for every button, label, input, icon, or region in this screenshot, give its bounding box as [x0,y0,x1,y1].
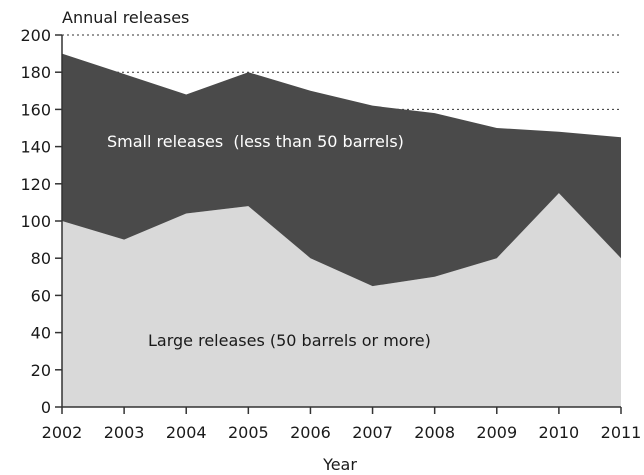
series-label-large-releases: Large releases (50 barrels or more) [148,331,431,350]
y-tick-label-180: 180 [20,63,51,82]
x-tick-label-2006: 2006 [290,423,331,442]
x-tick-label-2004: 2004 [166,423,207,442]
x-tick-label-2011: 2011 [601,423,642,442]
y-tick-label-60: 60 [31,286,51,305]
area-small-releases [62,53,621,287]
y-tick-label-20: 20 [31,361,51,380]
y-tick-label-140: 140 [20,138,51,157]
x-tick-label-2002: 2002 [42,423,83,442]
x-tick-label-2007: 2007 [352,423,393,442]
area-layer [62,53,621,407]
axis-layer: 0 20 40 60 80 100 120 140 160 180 200 2002 2003 2004 2… [20,26,641,442]
y-tick-label-40: 40 [31,324,51,343]
x-tick-label-2005: 2005 [228,423,269,442]
y-tick-label-200: 200 [20,26,51,45]
y-tick-label-120: 120 [20,175,51,194]
area-large-releases [62,193,621,407]
series-label-small-releases: Small releases (less than 50 barrels) [107,132,404,151]
x-tick-label-2008: 2008 [414,423,455,442]
x-tick-label-2003: 2003 [104,423,145,442]
y-tick-label-0: 0 [41,398,51,417]
y-tick-label-80: 80 [31,249,51,268]
x-tick-label-2009: 2009 [476,423,517,442]
x-tick-label-2010: 2010 [539,423,580,442]
x-axis-label: Year [322,455,357,474]
label-layer: Annual releases Year Small releases (les… [62,8,431,474]
y-tick-label-100: 100 [20,212,51,231]
chart-title: Annual releases [62,8,189,27]
y-tick-label-160: 160 [20,100,51,119]
grid-layer [62,34,621,110]
